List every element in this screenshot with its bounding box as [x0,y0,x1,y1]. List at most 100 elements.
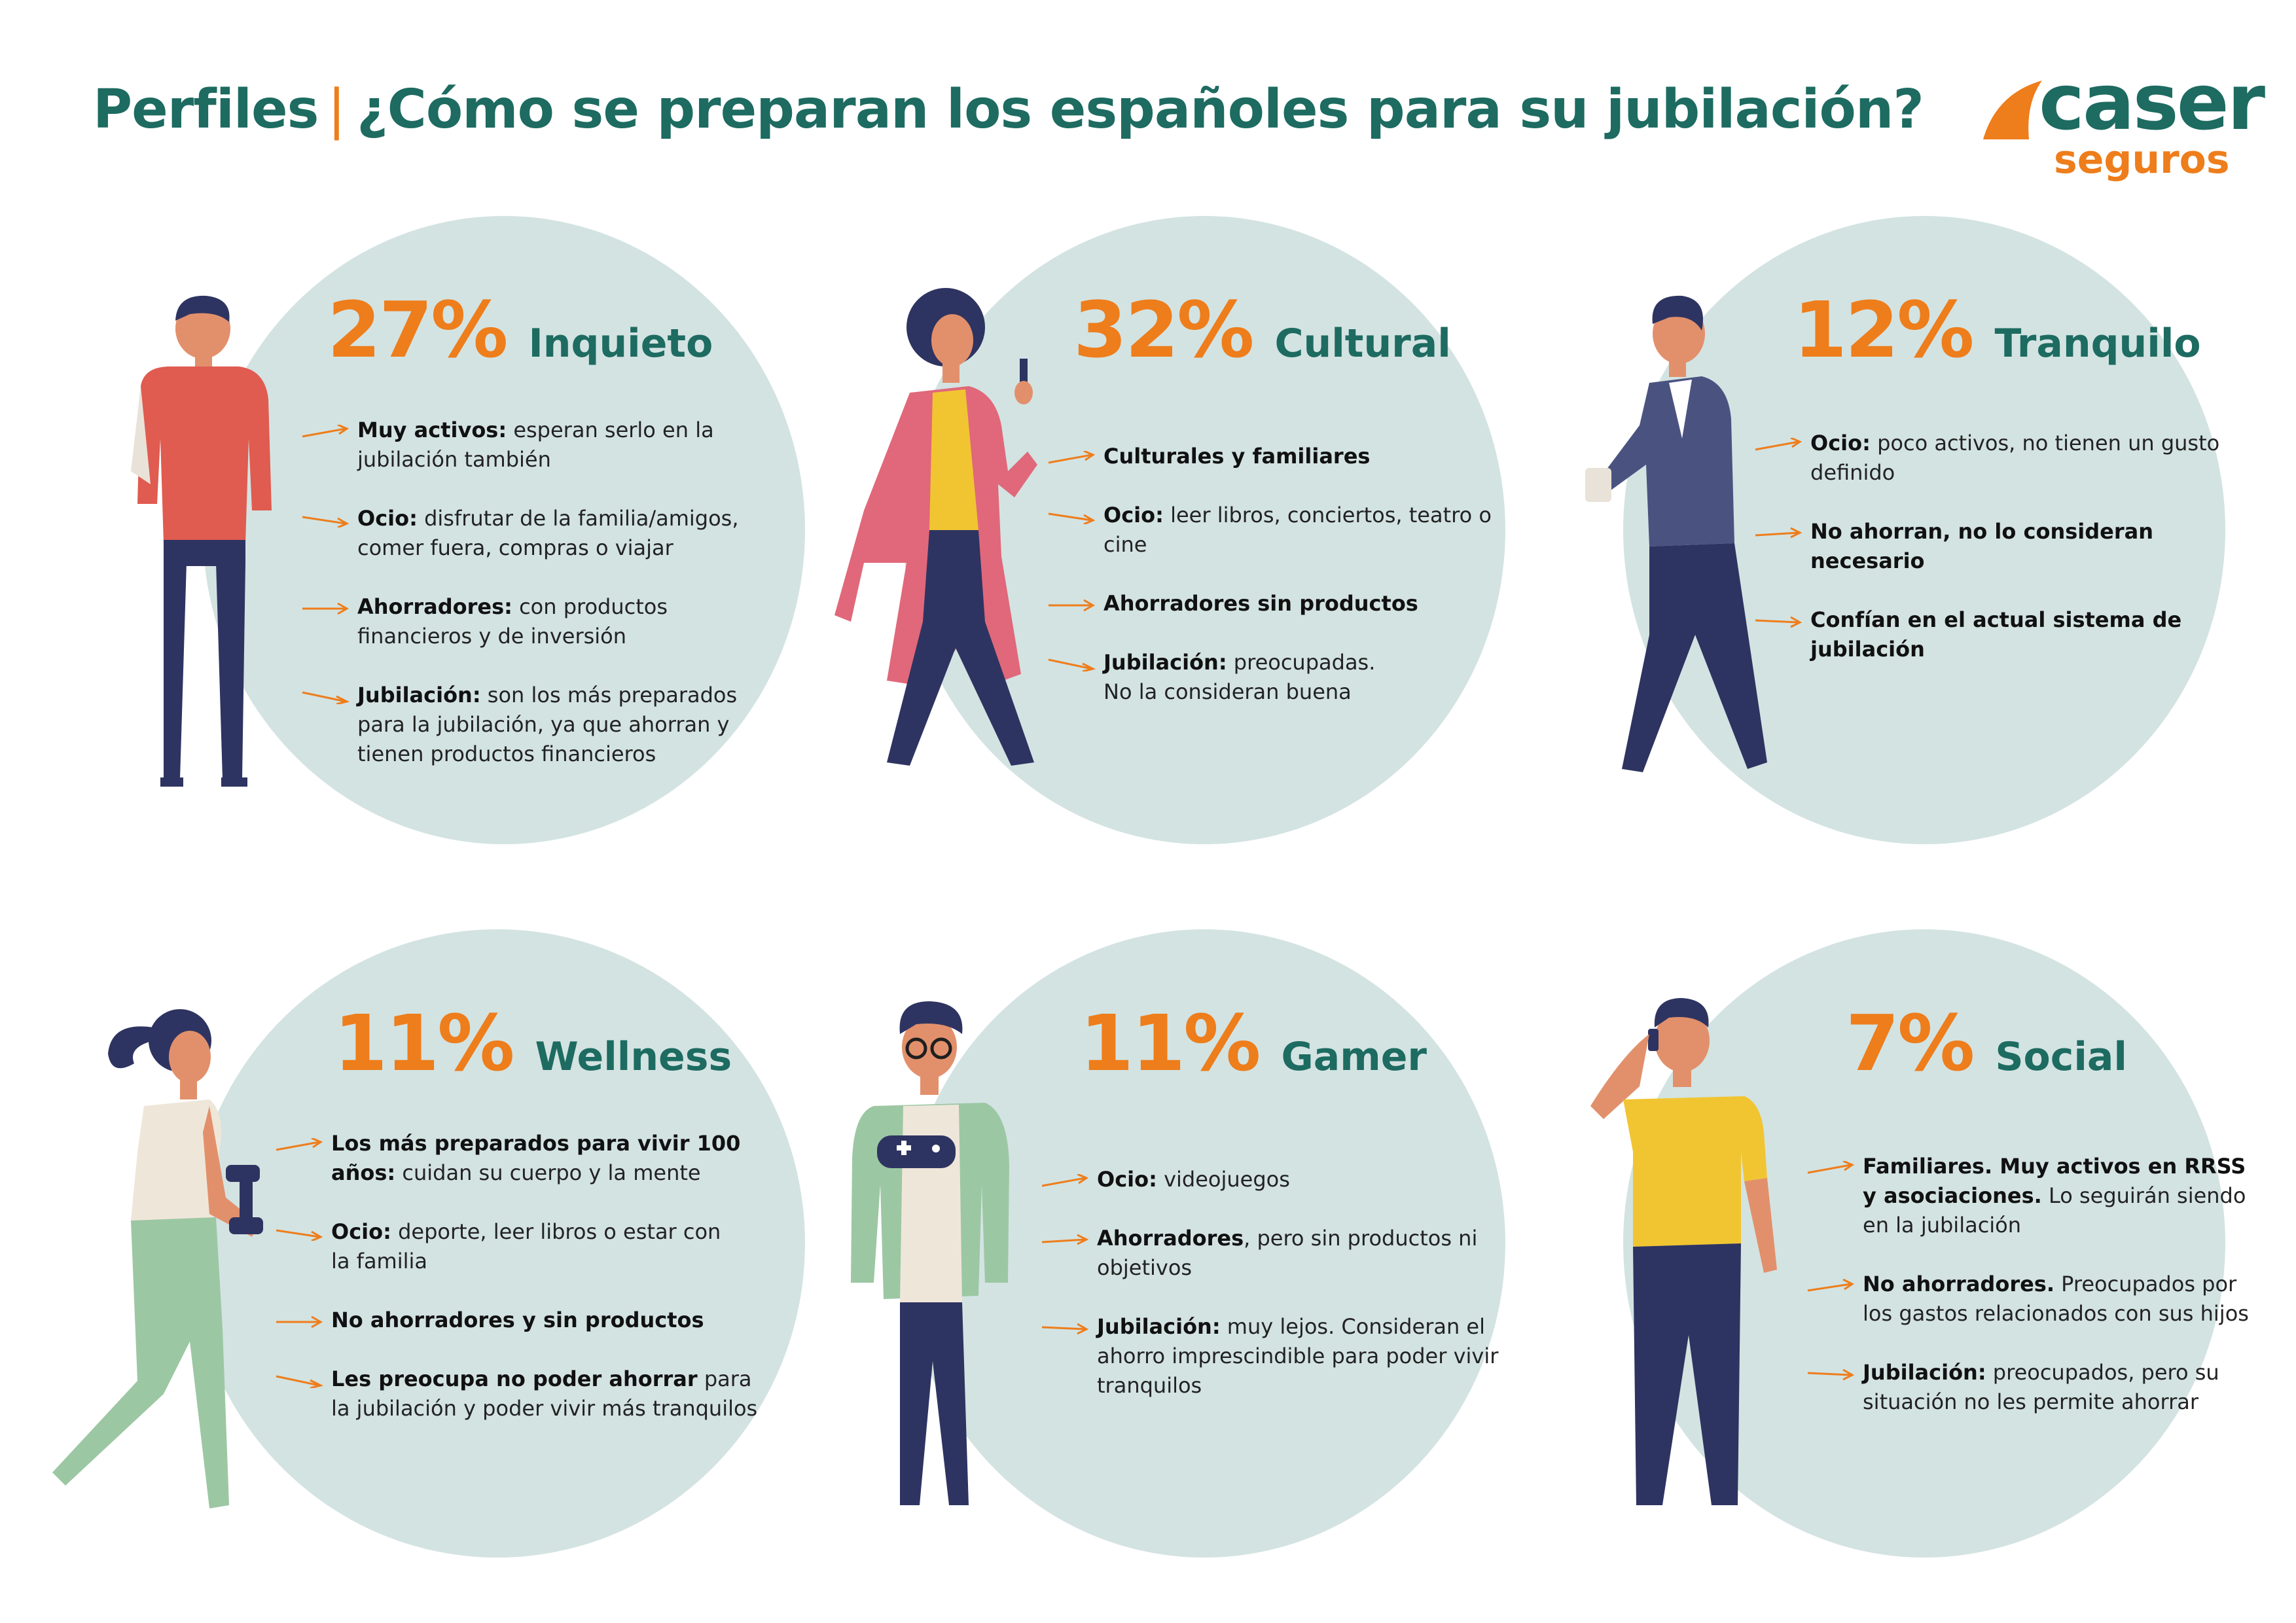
profile-heading: 11% Wellness [334,998,732,1088]
arrow-icon [1807,1161,1855,1174]
arrow-icon [1807,1279,1854,1292]
profile-items: Ocio: poco activos, no tienen un gusto d… [1754,429,2282,694]
arrow-icon [1048,658,1096,671]
item-bold: Confían en el actual sistema de jubilaci… [1810,607,2182,662]
arrow-icon [302,691,350,704]
item-bold: No ahorradores y sin productos [331,1308,704,1332]
list-item: Les preocupa no poder ahorrar para la ju… [275,1364,776,1423]
profile-card-wellness: 11% Wellness Los más preparados para vivi… [46,929,805,1584]
profile-circle [203,216,805,844]
list-item: Ahorradores: con productos financieros y… [301,592,776,651]
item-bold: Jubilación: [357,683,481,707]
arrow-icon [1755,438,1803,451]
item-text: cuidan su cuerpo y la mente [395,1160,701,1185]
item-text: Preocupados por los gastos relacionados … [1863,1272,2249,1326]
arrow-icon [1807,1368,1855,1381]
profile-items: Muy activos: esperan serlo en la jubilac… [301,416,776,798]
profile-name: Cultural [1274,321,1451,366]
item-bold: Ocio: [357,506,418,531]
arrow-icon [1041,1234,1089,1245]
man-coffee-walking-icon [1585,295,1767,772]
arrow-icon [276,1375,323,1388]
title-main: ¿Cómo se preparan los españoles para su … [357,79,1924,141]
sail-icon [1983,80,2042,139]
arrow-icon [1041,1174,1089,1187]
title-separator: | [327,79,346,141]
profile-percent: 11% [334,998,514,1088]
list-item: Ocio: poco activos, no tienen un gusto d… [1754,429,2229,488]
item-text: preocupados, pero su situación no les pe… [1863,1360,2219,1414]
item-text: para la jubilación y poder vivir más tra… [331,1366,758,1421]
logo-brand: caser [2039,57,2265,147]
profile-heading: 27% Inquieto [327,285,713,375]
list-item: Culturales y familiares [1047,442,1522,471]
profile-items: Culturales y familiares Ocio: leer libro… [1047,442,1522,736]
item-bold: Ahorradores [1097,1226,1244,1251]
arrow-icon [302,425,350,438]
list-item: Ocio: disfrutar de la familia/amigos, co… [301,504,776,563]
item-bold: Jubilación: [1103,650,1227,675]
page-title: Perfiles | ¿Cómo se preparan los españoles… [93,79,1924,141]
item-text: con productos financieros y de inversión [357,594,668,649]
profile-card-tranquilo: 12% Tranquilo Ocio: poco activos, no tien… [1545,216,2265,870]
arrow-icon [276,1138,323,1151]
profile-card-cultural: 32% Cultural Culturales y familiares Ocio… [825,216,1545,870]
arrow-icon [1048,451,1096,464]
title-prefix: Perfiles [93,79,319,141]
item-text: leer libros, conciertos, teatro o cine [1103,503,1492,557]
arrow-icon [1041,1323,1089,1335]
item-text: esperan serlo en la jubilación también [357,418,714,472]
list-item: Familiares. Muy activos en RRSS y asocia… [1806,1152,2255,1240]
list-item: Ocio: videojuegos [1041,1165,1542,1194]
profile-percent: 7% [1846,998,1975,1088]
profile-card-social: 7% Social Familiares. Muy activos en RRSS… [1545,929,2265,1584]
profile-name: Wellness [535,1034,732,1080]
item-bold: Ocio: [331,1219,391,1244]
item-text: Lo seguirán siendo en la jubilación [1863,1183,2246,1238]
young-man-backpack-icon [131,295,272,787]
item-text: deporte, leer libros o estar con la fami… [331,1219,721,1274]
profile-heading: 11% Gamer [1080,998,1427,1088]
profile-name: Gamer [1281,1034,1427,1080]
woman-phone-walking-icon [834,288,1037,766]
profile-heading: 32% Cultural [1073,285,1451,375]
arrow-icon [302,602,350,615]
arrow-icon [1048,512,1096,524]
list-item: Ahorradores, pero sin productos ni objet… [1041,1224,1542,1283]
item-bold: Ocio: [1810,431,1871,455]
profile-card-inquieto: 27% Inquieto Muy activos: esperan serlo e… [124,216,844,870]
item-text: videojuegos [1157,1167,1290,1192]
item-bold: No ahorradores. [1863,1272,2054,1296]
item-bold: Ahorradores: [357,594,512,619]
profile-percent: 12% [1793,285,1974,375]
item-bold: Les preocupa no poder ahorrar [331,1366,698,1391]
profile-items: Familiares. Muy activos en RRSS y asocia… [1806,1152,2255,1446]
item-text: , pero sin productos ni objetivos [1097,1226,1478,1280]
item-text: poco activos, no tienen un gusto definid… [1810,431,2220,485]
item-bold: Muy activos: [357,418,507,442]
profile-name: Tranquilo [1994,321,2201,366]
caser-logo: caser seguros [1977,57,2265,187]
profile-items: Ocio: videojuegos Ahorradores, pero sin … [1041,1165,1542,1430]
item-bold: Culturales y familiares [1103,444,1371,469]
list-item: No ahorran, no lo consideran necesario [1754,517,2255,576]
profile-items: Los más preparados para vivir 100 años: … [275,1129,776,1453]
man-gamepad-icon [851,1001,1009,1505]
arrow-icon [276,1229,323,1241]
list-item: Ahorradores sin productos [1047,589,1522,618]
profile-name: Inquieto [528,321,713,366]
list-item: No ahorradores y sin productos [275,1306,776,1335]
arrow-icon [276,1315,323,1329]
item-text: son los más preparados para la jubilació… [357,683,738,766]
list-item: Ocio: leer libros, conciertos, teatro o … [1047,501,1522,560]
arrow-icon [302,516,350,527]
item-bold: No ahorran, no lo consideran necesario [1810,519,2154,573]
profile-name: Social [1995,1034,2127,1080]
item-bold: Jubilación: [1097,1314,1221,1339]
man-phone-call-icon [1590,998,1777,1505]
list-item: Ocio: deporte, leer libros o estar con l… [275,1217,724,1276]
profile-card-gamer: 11% Gamer Ocio: videojuegos Ahorradores, … [825,929,1545,1584]
logo-sub: seguros [2054,137,2230,183]
item-bold: Familiares. Muy activos en RRSS y asocia… [1863,1154,2246,1208]
arrow-icon [1755,527,1803,539]
